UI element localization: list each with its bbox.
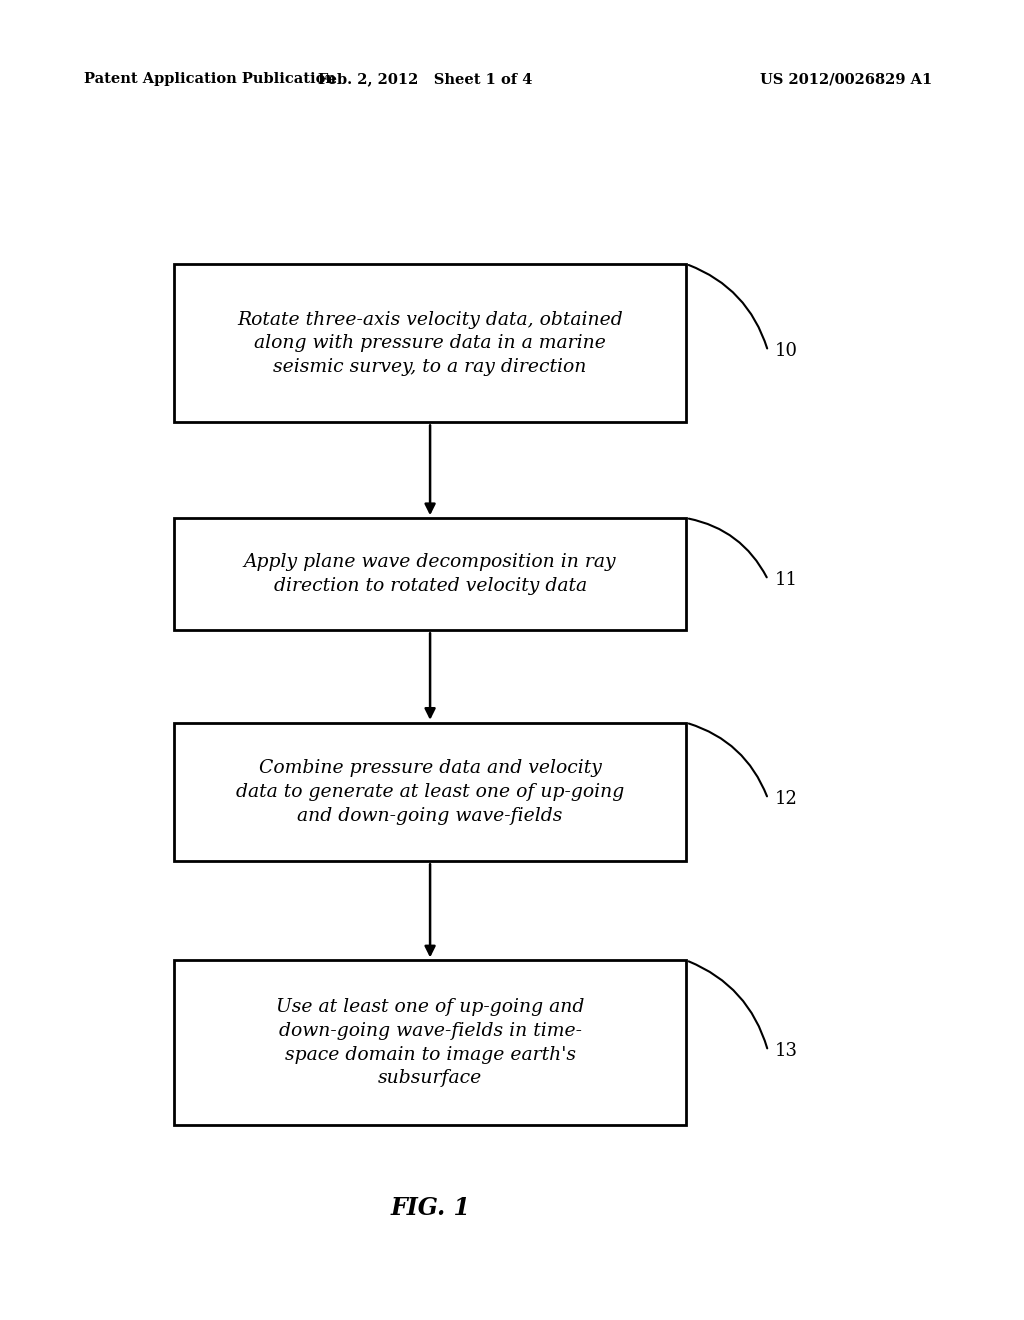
Text: 11: 11 — [775, 570, 798, 589]
Text: Use at least one of up-going and
down-going wave-fields in time-
space domain to: Use at least one of up-going and down-go… — [275, 998, 585, 1088]
Bar — [174, 723, 686, 861]
Text: Rotate three-axis velocity data, obtained
along with pressure data in a marine
s: Rotate three-axis velocity data, obtaine… — [238, 310, 623, 376]
Bar — [174, 961, 686, 1125]
Text: US 2012/0026829 A1: US 2012/0026829 A1 — [760, 73, 932, 86]
Text: 13: 13 — [775, 1041, 798, 1060]
Text: 12: 12 — [775, 789, 798, 808]
Text: Feb. 2, 2012   Sheet 1 of 4: Feb. 2, 2012 Sheet 1 of 4 — [317, 73, 532, 86]
Bar — [174, 519, 686, 631]
Text: Combine pressure data and velocity
data to generate at least one of up-going
and: Combine pressure data and velocity data … — [236, 759, 625, 825]
Text: Patent Application Publication: Patent Application Publication — [84, 73, 336, 86]
Text: FIG. 1: FIG. 1 — [390, 1196, 470, 1220]
Text: Apply plane wave decomposition in ray
direction to rotated velocity data: Apply plane wave decomposition in ray di… — [244, 553, 616, 595]
Bar — [174, 264, 686, 422]
Text: 10: 10 — [775, 342, 798, 360]
